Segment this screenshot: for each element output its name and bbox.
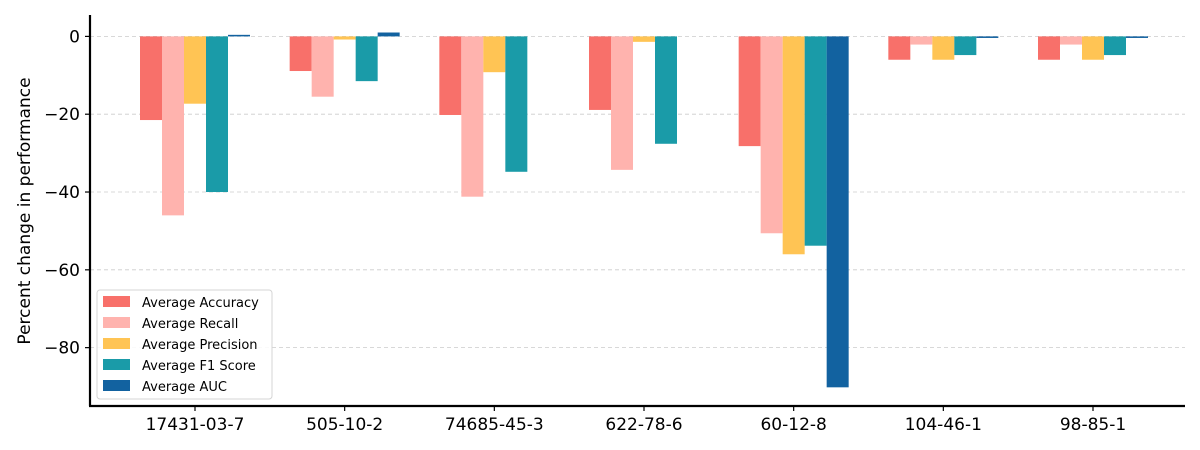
legend-label: Average AUC (142, 380, 227, 395)
bar-average-f1-score (505, 36, 528, 172)
bar-average-accuracy (888, 36, 911, 60)
y-ticks: 0 −20 −40 −60 −80 (44, 27, 90, 359)
legend-label: Average Precision (142, 338, 258, 353)
legend-label: Average F1 Score (142, 359, 256, 374)
bar-average-accuracy (439, 36, 462, 115)
bar-average-recall (461, 36, 484, 197)
bar-average-recall (910, 36, 933, 45)
bars (140, 32, 1148, 388)
y-axis-label: Percent change in performance (15, 77, 35, 344)
x-tick-label: 60-12-8 (760, 415, 826, 435)
bar-average-recall (1060, 36, 1082, 45)
bar-average-recall (311, 36, 334, 97)
bar-average-precision (932, 36, 955, 60)
legend-swatch (103, 380, 130, 391)
bar-average-f1-score (355, 36, 378, 82)
bar-average-f1-score (655, 36, 677, 144)
x-tick-label: 622-78-6 (605, 415, 682, 435)
y-tick-label: −60 (44, 261, 80, 281)
bar-average-precision (782, 36, 805, 255)
bar-average-recall (162, 36, 184, 216)
bar-average-auc (1126, 36, 1148, 38)
bar-average-f1-score (1104, 36, 1126, 56)
legend-swatch (103, 338, 130, 349)
legend-swatch (103, 359, 130, 370)
bar-average-accuracy (289, 36, 312, 72)
y-tick-label: 0 (69, 27, 80, 47)
x-tick-label: 98-85-1 (1060, 415, 1126, 435)
bar-average-auc (377, 32, 400, 37)
x-ticks: 17431-03-7 505-10-2 74685-45-3 622-78-6 60-1… (146, 406, 1126, 435)
legend: Average Accuracy Average Recall Average Pr… (96, 289, 273, 400)
bar-average-auc (228, 34, 250, 37)
bar-average-precision (633, 36, 655, 42)
legend-box (96, 289, 273, 400)
legend-label: Average Accuracy (142, 296, 259, 311)
axes (88, 15, 1185, 408)
bar-average-auc (976, 36, 999, 38)
y-tick-label: −80 (44, 339, 80, 359)
bar-average-accuracy (1038, 36, 1060, 60)
bar-average-accuracy (589, 36, 611, 110)
bar-average-auc (826, 36, 849, 388)
bar-average-f1-score (954, 36, 977, 56)
legend-label: Average Recall (142, 317, 238, 332)
x-tick-label: 17431-03-7 (146, 415, 245, 435)
bar-average-precision (483, 36, 506, 73)
bar-average-precision (1082, 36, 1104, 60)
x-tick-label: 104-46-1 (905, 415, 982, 435)
bar-average-f1-score (804, 36, 827, 246)
bar-average-recall (760, 36, 783, 234)
y-tick-label: −40 (44, 183, 80, 203)
bar-average-f1-score (206, 36, 228, 193)
x-tick-label: 505-10-2 (306, 415, 383, 435)
legend-swatch (103, 317, 130, 328)
bar-average-accuracy (140, 36, 162, 121)
bar-average-precision (184, 36, 206, 104)
y-tick-label: −20 (44, 105, 80, 125)
legend-swatch (103, 296, 130, 307)
bar-average-recall (611, 36, 633, 170)
bar-average-precision (333, 36, 356, 40)
x-tick-label: 74685-45-3 (445, 415, 544, 435)
bar-average-accuracy (738, 36, 761, 147)
